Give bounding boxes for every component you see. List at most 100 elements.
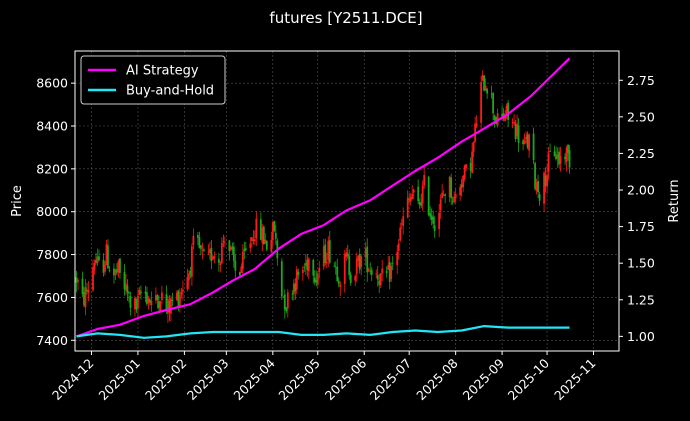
candle-body (528, 134, 530, 151)
candle-body (339, 284, 342, 287)
candle-body (192, 236, 195, 245)
candle-body (364, 248, 367, 258)
candle-body (144, 291, 147, 294)
candle-body (301, 269, 304, 274)
candle-body (213, 256, 216, 259)
candle-body (412, 189, 415, 193)
candle-body (241, 251, 244, 270)
candle-body (417, 186, 420, 202)
candle-body (316, 273, 319, 285)
candle-body (543, 172, 545, 204)
candle-body (348, 255, 351, 275)
candle-body (104, 264, 106, 272)
candle-body (369, 270, 372, 272)
candle-body (75, 277, 78, 283)
candle-body (282, 296, 285, 298)
candle-body (198, 237, 201, 248)
candle-body (538, 194, 541, 201)
candle-body (285, 307, 288, 312)
candle-body (454, 194, 457, 199)
candle-body (511, 121, 514, 123)
candle-body (295, 269, 298, 290)
candle-body (158, 301, 160, 308)
candle-body (471, 151, 474, 173)
candlesticks (75, 70, 571, 324)
candle-body (182, 289, 184, 292)
candle-body (327, 240, 330, 260)
candle-body (77, 279, 79, 282)
candle-body (318, 267, 321, 272)
candle-body (465, 164, 468, 169)
candle-body (370, 269, 373, 275)
candle-body (490, 93, 493, 95)
candle-body (397, 243, 400, 251)
candle-body (189, 270, 192, 275)
candle-body (390, 265, 393, 280)
candle-body (179, 295, 181, 307)
candle-body (408, 199, 411, 200)
legend-box (80, 55, 226, 105)
candle-body (280, 261, 283, 297)
candle-body (116, 269, 118, 273)
candle-body (522, 140, 524, 145)
candle-body (83, 292, 85, 306)
candle-body (264, 239, 267, 244)
candle-body (238, 271, 241, 276)
candle-body (201, 249, 204, 251)
candle-body (220, 242, 223, 264)
y-tick-label: 7400 (36, 333, 68, 348)
plot-frame (74, 50, 620, 352)
candle-body (243, 248, 246, 252)
candle-body (513, 122, 515, 124)
candle-body (186, 277, 189, 289)
candle-body (378, 280, 381, 285)
y2-tick-label: 2.75 (627, 73, 655, 88)
candle-body (250, 237, 253, 241)
candle-body (381, 268, 384, 274)
candle-body (149, 299, 151, 303)
candle-body (150, 300, 153, 305)
candle-body (86, 289, 88, 292)
candle-body (418, 202, 421, 205)
candle-body (516, 123, 518, 137)
candle-body (180, 292, 183, 295)
candle-body (147, 298, 150, 303)
candle-body (354, 276, 357, 281)
candle-body (462, 175, 465, 188)
candle-body (96, 256, 99, 264)
candle-body (523, 140, 526, 145)
candle-body (525, 137, 527, 140)
candle-body (105, 244, 108, 266)
candle-body (87, 289, 90, 293)
candle-body (252, 239, 255, 241)
candle-body (270, 239, 273, 253)
candle-body (113, 268, 115, 276)
candle-body (481, 75, 484, 81)
candle-body (367, 269, 370, 271)
candle-body (336, 266, 339, 282)
candle-body (223, 242, 226, 243)
candle-body (558, 151, 560, 165)
y-axis-left: 7400 7600 7800 8000 8200 8400 8600 (36, 76, 75, 348)
candle-body (135, 298, 138, 310)
candle-body (505, 105, 508, 114)
candle-body (307, 258, 310, 272)
candle-body (460, 184, 463, 188)
candle-body (409, 197, 412, 202)
candle-body (146, 292, 148, 304)
candle-body (480, 82, 483, 123)
candle-body (313, 277, 316, 283)
candle-body (315, 279, 318, 283)
candle-body (167, 299, 169, 314)
return-lines (76, 57, 571, 339)
y-tick-label: 8000 (36, 204, 68, 219)
candle-body (399, 227, 402, 241)
candle-body (228, 240, 231, 252)
candle-body (432, 216, 435, 224)
candle-body (559, 156, 562, 164)
candle-body (433, 225, 436, 231)
y2-tick-label: 1.75 (627, 219, 655, 234)
candle-body (261, 227, 264, 243)
candle-body (107, 245, 109, 269)
